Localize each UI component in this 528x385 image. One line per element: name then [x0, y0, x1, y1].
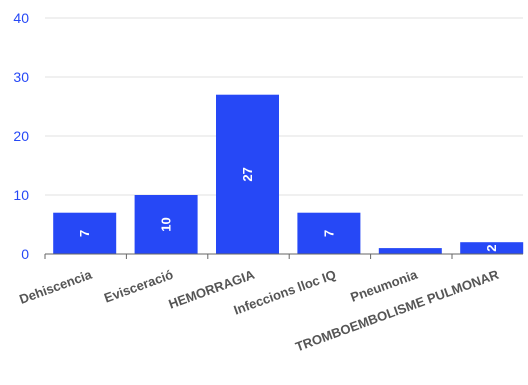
bar-value-label: 7 — [321, 230, 336, 237]
x-axis-ticks — [44, 254, 453, 259]
bar-value-label: 2 — [484, 244, 499, 251]
y-axis-ticks: 0 10 20 30 40 — [13, 10, 29, 262]
y-tick-label: 10 — [13, 187, 29, 203]
bar-value-label: 7 — [77, 230, 92, 237]
y-tick-label: 20 — [13, 128, 29, 144]
bar-value-label: 27 — [240, 167, 255, 181]
y-tick-label: 30 — [13, 69, 29, 85]
bar-value-label: 10 — [159, 217, 174, 231]
bar — [134, 195, 198, 254]
category-labels: Dehiscencia EvisceracióHEMORRAGIAInfeccio… — [17, 266, 501, 354]
bar — [378, 248, 442, 254]
y-tick-label: 0 — [21, 246, 29, 262]
category-label: Evisceració — [102, 267, 175, 306]
bar — [53, 212, 117, 254]
bar-value-labels: 7 10 27 7 2 — [77, 167, 499, 252]
bar — [460, 242, 524, 254]
bars — [53, 94, 524, 254]
y-tick-label: 40 — [13, 10, 29, 26]
bar — [297, 212, 361, 254]
bar — [216, 94, 279, 254]
category-label: Dehiscencia — [17, 266, 94, 306]
gridlines — [45, 17, 523, 196]
